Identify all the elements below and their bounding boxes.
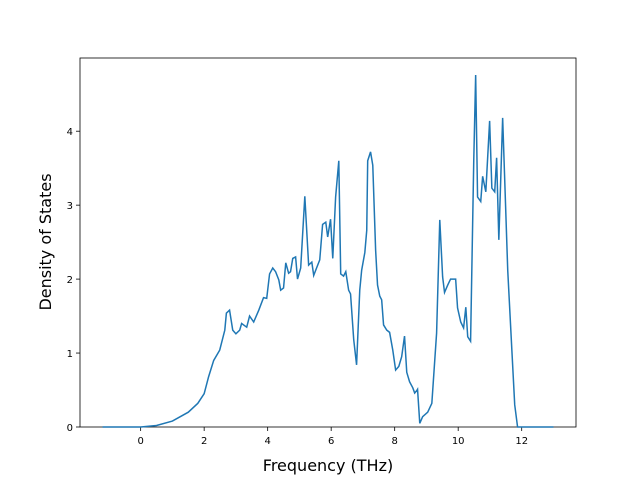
- x-tick-label: 12: [515, 436, 528, 447]
- x-tick-label: 4: [264, 436, 270, 447]
- y-axis-label: Density of States: [36, 173, 55, 310]
- x-tick-label: 10: [452, 436, 465, 447]
- y-tick-label: 3: [67, 201, 73, 212]
- y-tick-label: 2: [67, 275, 73, 286]
- line: [102, 74, 554, 428]
- y-tick-label: 0: [67, 423, 73, 434]
- y-tick-label: 1: [67, 349, 73, 360]
- x-tick-label: 6: [328, 436, 334, 447]
- x-tick-label: 8: [391, 436, 397, 447]
- x-tick-label: 0: [137, 436, 143, 447]
- x-axis-label: Frequency (THz): [263, 456, 393, 475]
- y-tick-label: 4: [67, 127, 73, 138]
- x-tick-label: 2: [201, 436, 207, 447]
- plot-frame: [79, 57, 577, 428]
